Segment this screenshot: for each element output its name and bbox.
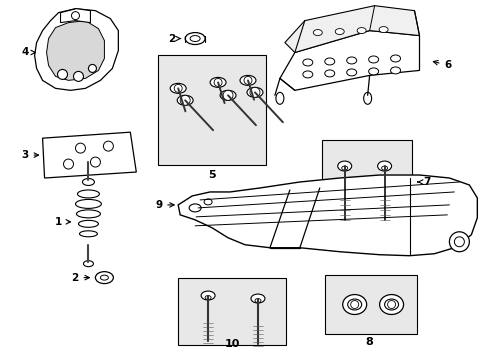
Circle shape: [90, 157, 100, 167]
Ellipse shape: [302, 71, 312, 78]
Text: 4: 4: [21, 48, 35, 58]
Ellipse shape: [356, 28, 366, 33]
Circle shape: [180, 95, 190, 105]
Ellipse shape: [240, 75, 255, 85]
Ellipse shape: [75, 199, 101, 208]
Ellipse shape: [76, 210, 100, 218]
Circle shape: [448, 232, 468, 252]
Ellipse shape: [379, 294, 403, 315]
Ellipse shape: [254, 298, 261, 302]
Ellipse shape: [78, 220, 98, 227]
Ellipse shape: [342, 294, 366, 315]
Ellipse shape: [363, 92, 371, 104]
Ellipse shape: [246, 87, 263, 97]
Polygon shape: [279, 31, 419, 90]
Circle shape: [88, 64, 96, 72]
Text: 2: 2: [71, 273, 89, 283]
Polygon shape: [285, 6, 419, 53]
Ellipse shape: [302, 59, 312, 66]
Circle shape: [58, 69, 67, 80]
Bar: [158, 55, 265, 165]
Bar: [321, 140, 411, 225]
Ellipse shape: [377, 161, 391, 171]
Text: 3: 3: [21, 150, 39, 160]
Circle shape: [71, 12, 80, 20]
Ellipse shape: [190, 36, 200, 41]
Circle shape: [75, 143, 85, 153]
Text: 9: 9: [155, 200, 174, 210]
Ellipse shape: [384, 299, 398, 310]
Text: 1: 1: [55, 217, 70, 227]
Ellipse shape: [77, 190, 99, 198]
Text: 6: 6: [432, 60, 451, 71]
Ellipse shape: [201, 291, 215, 300]
Ellipse shape: [177, 95, 193, 105]
Circle shape: [63, 159, 73, 169]
Ellipse shape: [220, 90, 236, 100]
Ellipse shape: [324, 58, 334, 65]
Text: 5: 5: [208, 170, 216, 180]
Ellipse shape: [390, 67, 400, 74]
Ellipse shape: [368, 56, 378, 63]
Ellipse shape: [100, 275, 108, 280]
Polygon shape: [42, 132, 136, 178]
Ellipse shape: [313, 30, 322, 36]
Polygon shape: [46, 21, 104, 80]
Polygon shape: [35, 9, 118, 90]
Polygon shape: [61, 9, 90, 23]
Text: 8: 8: [365, 337, 373, 347]
Ellipse shape: [210, 77, 225, 87]
Ellipse shape: [347, 299, 361, 310]
Circle shape: [214, 78, 222, 86]
Ellipse shape: [346, 69, 356, 76]
Ellipse shape: [203, 199, 212, 205]
Text: 7: 7: [417, 177, 430, 187]
Ellipse shape: [95, 272, 113, 284]
Circle shape: [244, 76, 251, 84]
Ellipse shape: [335, 28, 344, 35]
Circle shape: [103, 141, 113, 151]
Ellipse shape: [80, 231, 97, 237]
Ellipse shape: [250, 294, 264, 303]
Bar: [324, 275, 416, 334]
Ellipse shape: [170, 84, 186, 93]
Ellipse shape: [275, 92, 284, 104]
Ellipse shape: [83, 261, 93, 267]
Circle shape: [350, 301, 358, 309]
Bar: [178, 278, 285, 345]
Polygon shape: [178, 175, 476, 256]
Ellipse shape: [337, 161, 351, 171]
Circle shape: [174, 84, 182, 92]
Circle shape: [387, 301, 395, 309]
Ellipse shape: [185, 32, 204, 45]
Circle shape: [223, 90, 233, 100]
Ellipse shape: [82, 179, 94, 185]
Ellipse shape: [204, 296, 211, 300]
Text: 2: 2: [167, 33, 181, 44]
Text: 10: 10: [224, 339, 239, 349]
Ellipse shape: [324, 70, 334, 77]
Ellipse shape: [390, 55, 400, 62]
Ellipse shape: [381, 166, 387, 170]
Ellipse shape: [378, 27, 387, 32]
Circle shape: [249, 87, 260, 97]
Ellipse shape: [346, 57, 356, 64]
Ellipse shape: [189, 204, 201, 212]
Ellipse shape: [368, 68, 378, 75]
Circle shape: [453, 237, 464, 247]
Ellipse shape: [341, 166, 347, 170]
Circle shape: [73, 71, 83, 81]
